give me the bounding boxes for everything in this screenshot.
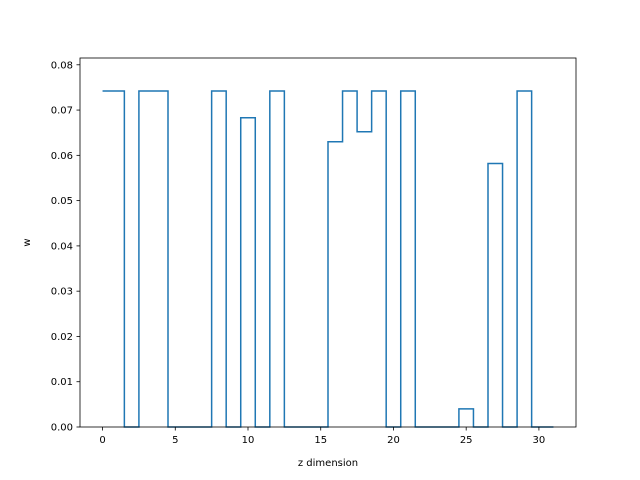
x-tick-label: 5 xyxy=(172,435,178,446)
x-tick-label: 15 xyxy=(314,435,327,446)
y-tick-label: 0.08 xyxy=(51,60,73,71)
x-axis-label: z dimension xyxy=(298,458,358,469)
y-tick-label: 0.06 xyxy=(51,151,73,162)
y-tick-label: 0.01 xyxy=(51,377,73,388)
y-axis-ticks: 0.00 0.01 0.02 0.03 0.04 0.05 0.06 0.07 0.08 xyxy=(51,60,80,434)
x-axis-ticks: 0 5 10 15 20 25 30 xyxy=(99,427,545,446)
y-tick-label: 0.05 xyxy=(51,196,73,207)
y-tick-label: 0.02 xyxy=(51,332,73,343)
axes-frame xyxy=(79,57,577,428)
x-tick-label: 25 xyxy=(460,435,473,446)
y-tick-label: 0.03 xyxy=(51,287,73,298)
plot-area xyxy=(102,90,554,428)
x-tick-label: 10 xyxy=(242,435,255,446)
x-tick-label: 0 xyxy=(99,435,105,446)
step-series-line xyxy=(102,90,554,428)
y-tick-label: 0.07 xyxy=(51,106,73,117)
y-tick-label: 0.04 xyxy=(51,241,73,252)
y-axis-label: w xyxy=(22,238,33,246)
x-tick-label: 30 xyxy=(533,435,546,446)
y-tick-label: 0.00 xyxy=(51,423,73,434)
x-tick-label: 20 xyxy=(387,435,400,446)
